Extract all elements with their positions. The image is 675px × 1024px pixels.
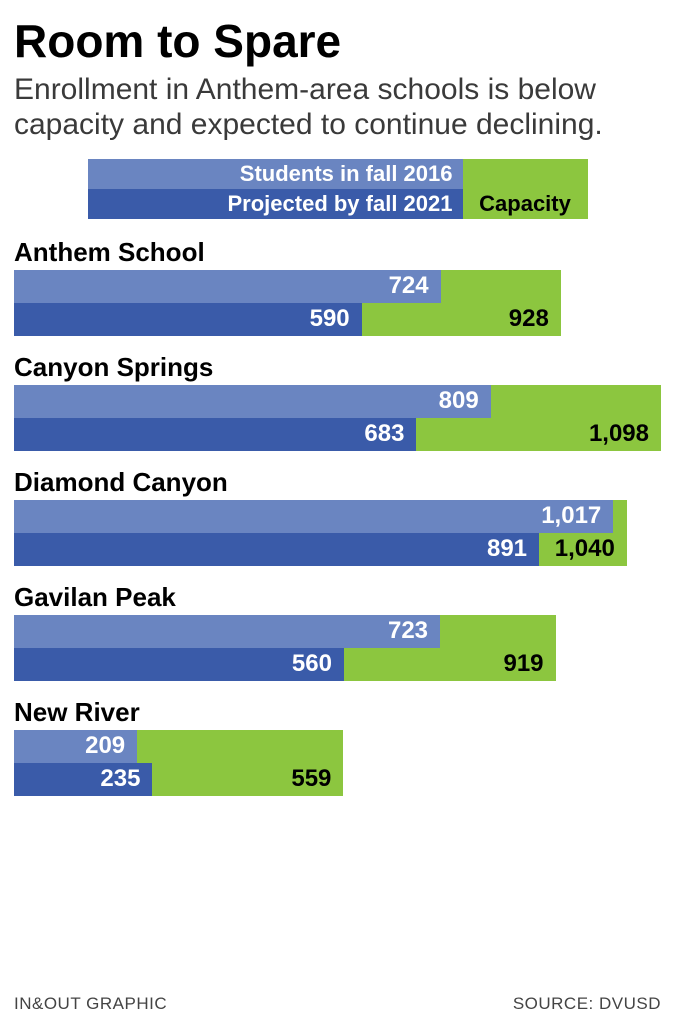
bar-row-2021: 560 919: [14, 648, 661, 681]
bars: 209235 559: [14, 730, 661, 796]
fall2016-value: 1,017: [533, 500, 609, 533]
school-name: New River: [14, 697, 661, 728]
school-name: Canyon Springs: [14, 352, 661, 383]
fall2021-value: 235: [92, 763, 148, 796]
capacity-value: 919: [495, 648, 551, 681]
fall2016-bar: [14, 270, 441, 303]
bars: 723 560 919: [14, 615, 661, 681]
legend-series2: Projected by fall 2021: [88, 189, 463, 219]
fall2016-bar: [14, 385, 491, 418]
bar-row-2016: 209: [14, 730, 661, 763]
bar-row-2021: 683 1,098: [14, 418, 661, 451]
capacity-value: 559: [283, 763, 339, 796]
bar-row-2016: 809: [14, 385, 661, 418]
fall2021-value: 590: [302, 303, 358, 336]
fall2016-value: 209: [77, 730, 133, 763]
page-title: Room to Spare: [14, 18, 661, 64]
bar-row-2016: 723: [14, 615, 661, 648]
school-block: Anthem School724 590 928: [14, 237, 661, 336]
fall2016-value: 723: [380, 615, 436, 648]
bar-row-2021: 891 1,040: [14, 533, 661, 566]
bars: 724 590 928: [14, 270, 661, 336]
school-name: Diamond Canyon: [14, 467, 661, 498]
fall2021-value: 891: [479, 533, 535, 566]
fall2021-value: 683: [356, 418, 412, 451]
fall2016-value: 809: [431, 385, 487, 418]
fall2016-bar: [14, 500, 613, 533]
school-block: New River209235 559: [14, 697, 661, 796]
legend-capacity-top: [463, 159, 588, 189]
schools-container: Anthem School724590928Canyon Springs8096…: [14, 237, 661, 796]
fall2016-value: 724: [381, 270, 437, 303]
footer-source: SOURCE: DVUSD: [513, 994, 661, 1014]
capacity-value: 928: [501, 303, 557, 336]
bar-row-2021: 590 928: [14, 303, 661, 336]
bar-row-2016: 1,017: [14, 500, 661, 533]
school-block: Canyon Springs809 683 1,098: [14, 352, 661, 451]
bars: 1,017891 1,040: [14, 500, 661, 566]
footer-credit: IN&OUT GRAPHIC: [14, 994, 167, 1014]
legend-series1: Students in fall 2016: [88, 159, 463, 189]
school-block: Gavilan Peak723 560 919: [14, 582, 661, 681]
capacity-value: 1,098: [581, 418, 657, 451]
legend-capacity: Capacity: [463, 189, 588, 219]
bar-row-2021: 235 559: [14, 763, 661, 796]
capacity-value: 1,040: [547, 533, 623, 566]
school-name: Gavilan Peak: [14, 582, 661, 613]
school-block: Diamond Canyon1,017891 1,040: [14, 467, 661, 566]
legend: Students in fall 2016 Projected by fall …: [88, 159, 588, 219]
fall2021-value: 560: [284, 648, 340, 681]
bar-row-2016: 724: [14, 270, 661, 303]
fall2021-bar: [14, 533, 539, 566]
school-name: Anthem School: [14, 237, 661, 268]
bars: 809 683 1,098: [14, 385, 661, 451]
fall2016-bar: [14, 615, 440, 648]
footer: IN&OUT GRAPHIC SOURCE: DVUSD: [14, 994, 661, 1014]
page-subtitle: Enrollment in Anthem-area schools is bel…: [14, 72, 661, 143]
